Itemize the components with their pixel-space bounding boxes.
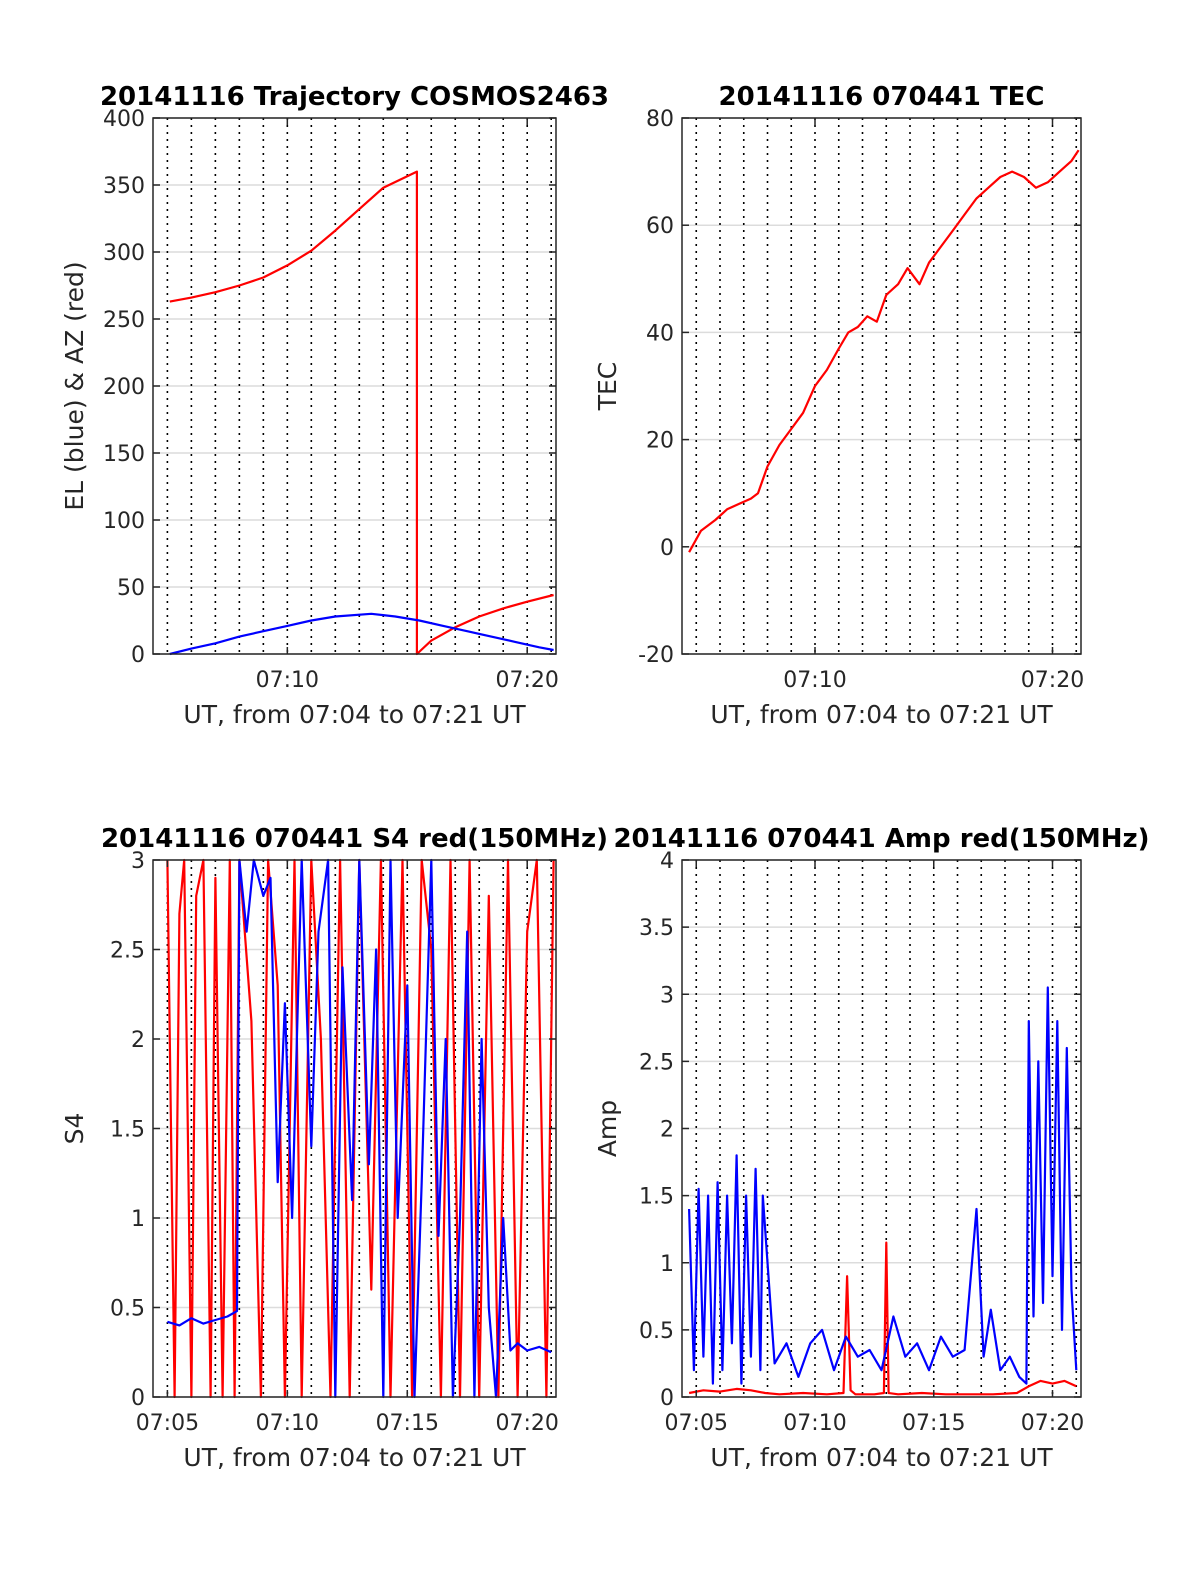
x-tick-label: 07:20 [1021,1411,1084,1436]
series-line-blue [167,858,552,1399]
y-axis-label: S4 [60,1113,89,1145]
series-line-blue [169,612,554,656]
y-tick-label: 300 [103,241,145,266]
axes-frame [681,117,1082,655]
y-tick-label: 100 [103,509,145,534]
y-tick-label: 0.5 [110,1297,145,1322]
y-tick-label: 0 [131,1386,145,1411]
y-tick-label: 60 [646,214,674,239]
chart-title: 20141116 Trajectory COSMOS2463 [100,82,609,112]
y-tick-label: 4 [660,849,674,874]
y-axis-label: TEC [593,362,622,412]
x-tick-label: 07:10 [783,668,846,693]
x-axis-label: UT, from 07:04 to 07:21 UT [183,1443,526,1472]
y-tick-label: 0 [660,1386,674,1411]
x-tick-label: 07:05 [665,1411,728,1436]
x-tick-label: 07:20 [496,668,559,693]
x-tick-label: 07:05 [136,1411,199,1436]
y-tick-label: 80 [646,107,674,132]
y-tick-label: 40 [646,321,674,346]
x-tick-label: 07:10 [783,1411,846,1436]
chart-title: 20141116 070441 Amp red(150MHz) [613,824,1149,854]
y-tick-label: 1.5 [639,1185,674,1210]
y-tick-label: 1 [660,1252,674,1277]
y-tick-label: 200 [103,375,145,400]
y-axis-label: EL (blue) & AZ (red) [60,261,89,510]
chart-trajectory: 0 50 100 150 200 250 300 350 400 07:10 07:20 201411… [60,82,609,729]
y-tick-label: 2.5 [639,1050,674,1075]
series-line-blue [688,986,1078,1385]
y-tick-label: 50 [117,576,145,601]
y-tick-label: 0 [131,643,145,668]
series-line-red [169,170,554,656]
series-line-red [688,1241,1077,1396]
y-tick-label: 250 [103,308,145,333]
x-tick-label: 07:20 [496,1411,559,1436]
chart-title: 20141116 070441 S4 red(150MHz) [101,824,608,854]
y-tick-label: -20 [638,643,674,668]
y-tick-label: 2 [660,1118,674,1143]
y-tick-label: 2 [131,1028,145,1053]
series-line-red [688,149,1080,553]
y-tick-label: 1 [131,1207,145,1232]
y-tick-label: 0 [660,536,674,561]
chart-tec: -20 0 20 40 60 80 07:10 07:20 20141116 070441 TE… [593,82,1084,729]
y-tick-label: 0.5 [639,1319,674,1344]
y-tick-label: 350 [103,174,145,199]
chart-s4: 0 0.5 1 1.5 2 2.5 3 07:05 07:10 07:15 07:20 2014111… [60,824,608,1472]
y-tick-label: 150 [103,442,145,467]
chart-title: 20141116 070441 TEC [719,82,1045,112]
x-tick-label: 07:15 [376,1411,439,1436]
y-tick-label: 3 [131,849,145,874]
chart-amp: 0 0.5 1 1.5 2 2.5 3 3.5 4 07:05 07:10 07:15 07:20 201… [593,824,1150,1472]
x-axis-label: UT, from 07:04 to 07:21 UT [710,1443,1053,1472]
x-tick-label: 07:10 [256,1411,319,1436]
y-axis-label: Amp [593,1100,622,1157]
y-tick-label: 20 [646,429,674,454]
x-axis-label: UT, from 07:04 to 07:21 UT [183,700,526,729]
x-tick-label: 07:20 [1021,668,1084,693]
y-tick-label: 1.5 [110,1118,145,1143]
x-tick-label: 07:10 [256,668,319,693]
y-tick-label: 400 [103,107,145,132]
y-tick-label: 3.5 [639,916,674,941]
y-tick-label: 3 [660,983,674,1008]
x-tick-label: 07:15 [902,1411,965,1436]
x-axis-label: UT, from 07:04 to 07:21 UT [710,700,1053,729]
y-tick-label: 2.5 [110,939,145,964]
